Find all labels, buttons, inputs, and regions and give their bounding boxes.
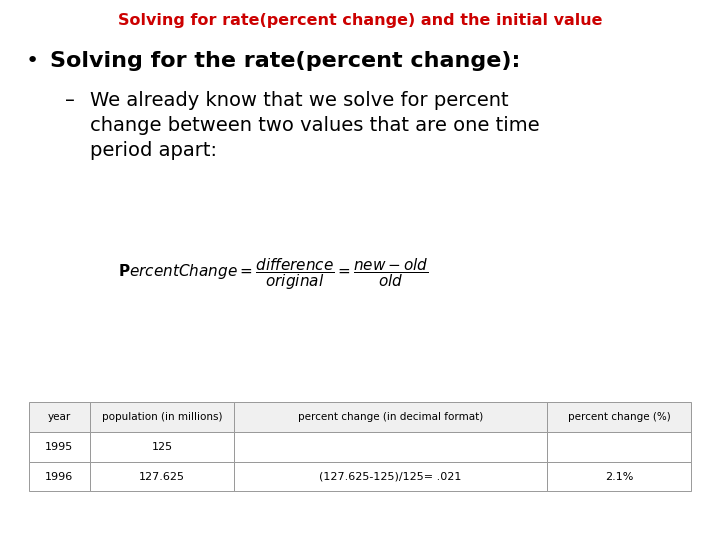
Bar [547,402,691,432]
Text: $\mathbf{P}\mathit{ercentChange} = \dfrac{\mathit{difference}}{\mathit{original}: $\mathbf{P}\mathit{ercentChange} = \dfra… [118,256,429,292]
Text: year: year [48,412,71,422]
Text: percent change (%): percent change (%) [568,412,670,422]
Bar [29,432,90,462]
Bar [29,462,90,491]
Bar [90,462,234,491]
Text: 2.1%: 2.1% [605,471,634,482]
Text: –: – [65,91,75,110]
Bar [547,462,691,491]
Bar [90,432,234,462]
Text: •: • [25,51,38,71]
Text: 125: 125 [151,442,173,452]
Bar [234,432,547,462]
Text: (127.625-125)/125= .021: (127.625-125)/125= .021 [320,471,462,482]
Text: 127.625: 127.625 [139,471,185,482]
Bar [547,432,691,462]
Bar [29,402,90,432]
Text: 1996: 1996 [45,471,73,482]
Text: percent change (in decimal format): percent change (in decimal format) [298,412,483,422]
Text: We already know that we solve for percent
change between two values that are one: We already know that we solve for percen… [90,91,539,160]
Bar [234,462,547,491]
Text: 1995: 1995 [45,442,73,452]
Bar [234,402,547,432]
Bar [90,402,234,432]
Text: Solving for rate(percent change) and the initial value: Solving for rate(percent change) and the… [118,14,602,29]
Text: population (in millions): population (in millions) [102,412,222,422]
Text: Solving for the rate(percent change):: Solving for the rate(percent change): [50,51,521,71]
